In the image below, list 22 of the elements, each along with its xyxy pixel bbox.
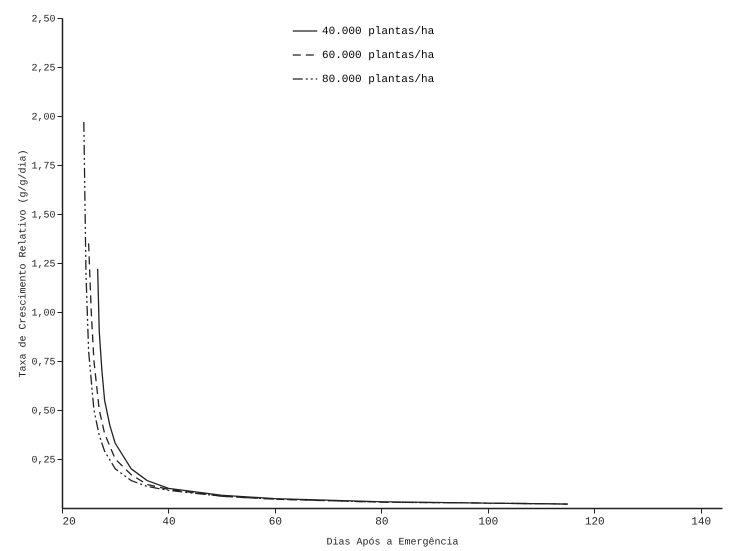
x-axis-title: Dias Após a Emergência	[326, 536, 459, 548]
x-tick-label: 60	[268, 516, 282, 528]
x-tick-label: 100	[478, 516, 498, 528]
y-tick-label: 1,50	[31, 210, 56, 222]
y-tick-label: 1,25	[31, 260, 56, 270]
y-tick-label: 1,75	[31, 162, 56, 172]
y-tick-label: 2,00	[31, 112, 56, 124]
legend-label: 40.000 plantas/ha	[322, 26, 435, 38]
x-tick-label: 80	[375, 516, 388, 528]
legend-label: 60.000 plantas/ha	[322, 50, 435, 62]
y-tick-label: 0,25	[31, 456, 56, 466]
x-tick-label: 120	[584, 516, 605, 528]
y-tick-label: 0,50	[31, 406, 56, 418]
y-tick-label: 1,00	[31, 308, 56, 320]
x-tick-label: 20	[62, 516, 76, 528]
x-tick-label: 140	[691, 516, 712, 528]
y-tick-label: 2,50	[31, 14, 56, 26]
y-tick-label: 2,25	[31, 64, 56, 74]
y-axis-title: Taxa de Crescimento Relativo (g/g/dia)	[17, 149, 30, 378]
y-tick-label: 0,75	[31, 358, 56, 368]
x-tick-label: 40	[162, 516, 176, 528]
legend-label: 80.000 plantas/ha	[322, 74, 435, 86]
